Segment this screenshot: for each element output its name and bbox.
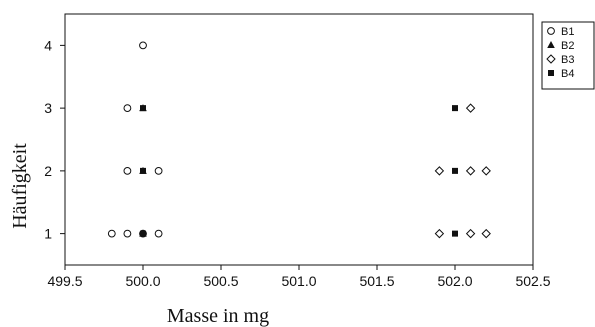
x-tick-label: 502.5 [515,273,550,289]
data-point-b3 [434,228,445,239]
data-point-b3 [434,166,445,176]
x-tick-label: 501.0 [281,273,316,289]
data-point-b1 [107,229,116,238]
x-tick-label: 499.5 [47,273,82,289]
series-B3 [434,103,491,239]
legend-marker-b4 [548,70,554,76]
x-axis-title: Masse in mg [167,305,269,327]
legend-marker-b3 [546,54,556,64]
data-point-b4 [140,105,146,112]
data-point-b1 [123,104,132,113]
series-B4 [140,105,458,237]
x-tick-label: 500.0 [125,273,160,289]
legend-label: B4 [561,68,574,80]
legend: B1 B2 B3 B4 [541,21,595,90]
y-tick-label: 1 [44,226,52,242]
data-point-b3 [465,166,476,176]
plot-area-frame [64,13,534,266]
data-point-b3 [465,103,476,113]
y-tick-label: 4 [44,37,52,53]
legend-label: B3 [561,54,574,66]
data-point-b4 [452,230,458,237]
y-tick-label: 2 [44,163,52,179]
data-point-b3 [481,166,491,176]
x-tick-label: 502.0 [437,273,472,289]
y-tick-label: 3 [44,100,52,116]
y-axis-title: Häufigkeit [9,143,31,229]
data-point-b4 [140,167,146,174]
legend-label: B2 [561,40,574,52]
legend-marker-b2 [547,41,555,48]
y-axis: 1 2 3 4 [44,37,65,242]
data-point-b1 [139,41,147,50]
x-tick-label: 501.5 [359,273,394,289]
x-axis: 499.5 500.0 500.5 501.0 501.5 502.0 502.5 [47,265,551,289]
data-point-b4 [452,167,458,174]
legend-marker-b1 [547,27,555,35]
legend-label: B1 [561,26,574,38]
data-point-b1 [154,166,163,175]
x-tick-label: 500.5 [203,273,238,289]
data-point-b1 [123,166,132,175]
series-B1 [107,41,163,238]
data-point-b1 [123,229,132,238]
data-point-b3 [465,228,476,239]
data-point-b1 [154,229,163,238]
data-point-b4 [452,105,458,112]
data-points [107,41,491,239]
data-point-b3 [481,228,491,239]
data-point-b4 [140,230,146,237]
